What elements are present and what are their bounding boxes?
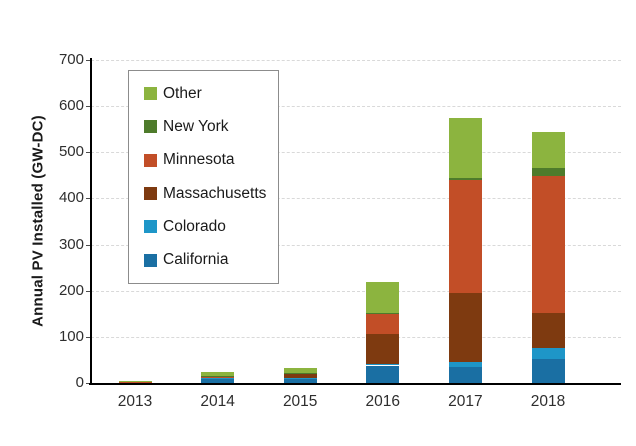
legend-swatch-icon (144, 220, 157, 234)
x-axis-line (89, 383, 621, 385)
bar-segment-2016-california (366, 365, 400, 383)
y-tick-label: 100 (58, 327, 84, 345)
bar-segment-2014-colorado (201, 377, 235, 379)
bar-segment-2017-colorado (448, 361, 482, 367)
x-tick-label: 2014 (200, 393, 235, 410)
y-axis-line (90, 58, 92, 384)
legend-item-other: Other (144, 85, 278, 103)
bar-segment-2018-california (531, 358, 565, 383)
y-tick-mark (86, 336, 91, 338)
x-tick-label: 2017 (448, 393, 483, 410)
bar-segment-2017-california (448, 366, 482, 383)
bar-segment-2018-other (531, 132, 565, 169)
y-tick-mark (86, 152, 91, 154)
legend-label: California (163, 251, 229, 269)
y-tick-label: 600 (58, 97, 84, 115)
gridline-400 (91, 198, 621, 200)
legend-label: Minnesota (163, 151, 235, 169)
y-tick-mark (86, 60, 91, 61)
legend-item-minnesota: Minnesota (144, 151, 278, 169)
bar-segment-2015-california (283, 379, 317, 383)
bar-segment-2015-other (283, 367, 317, 373)
legend-swatch-icon (144, 87, 157, 101)
gridline-600 (91, 106, 621, 108)
gridline-700 (91, 60, 621, 61)
y-tick-mark (86, 106, 91, 108)
y-tick-label: 400 (58, 189, 84, 207)
bar-segment-2014-california (201, 378, 235, 383)
gridline-300 (91, 244, 621, 246)
bar-segment-2017-new-york (448, 177, 482, 180)
y-tick-label: 300 (58, 235, 84, 253)
x-tick-label: 2015 (282, 393, 318, 410)
y-tick-mark (86, 290, 91, 292)
legend-item-colorado: Colorado (144, 218, 278, 236)
bar-segment-2016-massachusetts (366, 333, 400, 364)
bar-segment-2014-new-york (201, 376, 235, 377)
legend-item-massachusetts: Massachusetts (144, 185, 278, 203)
bar-segment-2016-new-york (366, 312, 400, 314)
x-tick-label: 2018 (530, 393, 566, 410)
gridline-100 (91, 336, 621, 338)
legend-label: Massachusetts (163, 184, 267, 202)
bar-segment-2018-colorado (531, 348, 565, 359)
bar-segment-2017-massachusetts (448, 293, 482, 362)
bar-segment-2017-minnesota (448, 180, 482, 293)
bar-segment-2015-massachusetts (283, 373, 317, 379)
bar-segment-2016-colorado (366, 363, 400, 366)
y-tick-label: 500 (58, 143, 84, 161)
bar-segment-2014-other (201, 372, 235, 377)
y-tick-label: 200 (58, 281, 84, 299)
legend-item-california: California (144, 251, 278, 269)
y-tick-mark (86, 244, 91, 246)
y-tick-mark (86, 383, 91, 384)
legend-item-new-york: New York (144, 118, 278, 136)
bar-segment-2015-colorado (283, 378, 317, 380)
bar-segment-2014-massachusetts (201, 377, 235, 378)
y-tick-mark (86, 198, 91, 200)
bar-segment-2017-other (448, 117, 482, 178)
legend-label: New York (163, 117, 229, 135)
x-tick-label: 2013 (117, 393, 153, 410)
legend-swatch-icon (144, 120, 157, 134)
x-tick-label: 2016 (365, 393, 401, 410)
y-tick-label: 700 (58, 51, 84, 68)
legend-label: Colorado (163, 217, 226, 235)
bar-segment-2013-california (118, 382, 152, 383)
gridline-200 (91, 290, 621, 292)
legend-swatch-icon (144, 253, 157, 267)
chart-legend: Other New York Minnesota Massachusetts Color… (128, 70, 279, 284)
legend-label: Other (163, 84, 202, 102)
bar-segment-2013-other (118, 380, 152, 382)
bar-segment-2015-minnesota (283, 373, 317, 374)
bar-segment-2015-new-york (283, 372, 317, 374)
bar-segment-2016-other (366, 282, 400, 313)
bar-segment-2018-minnesota (531, 175, 565, 313)
bar-segment-2016-minnesota (366, 313, 400, 334)
legend-swatch-icon (144, 153, 157, 167)
legend-swatch-icon (144, 187, 157, 201)
y-axis-title: Annual PV Installed (GW-DC) (29, 115, 47, 327)
gridline-500 (91, 152, 621, 154)
y-tick-label: 0 (75, 374, 84, 391)
bar-segment-2014-minnesota (201, 376, 235, 377)
bar-segment-2018-new-york (531, 168, 565, 176)
bar-segment-2018-massachusetts (531, 312, 565, 349)
